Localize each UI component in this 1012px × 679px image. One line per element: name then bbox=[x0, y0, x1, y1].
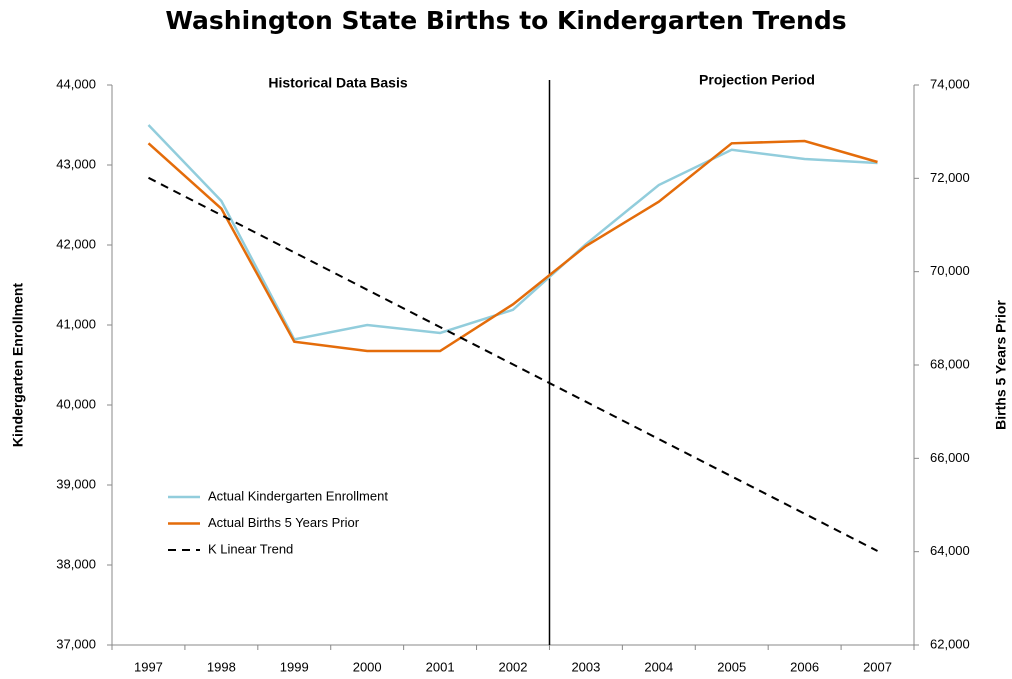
y2-axis-title: Births 5 Years Prior bbox=[993, 300, 1009, 430]
series-line bbox=[148, 176, 878, 552]
x-tick-label: 1998 bbox=[207, 659, 236, 674]
x-tick-label: 2006 bbox=[790, 659, 819, 674]
legend-label: K Linear Trend bbox=[208, 541, 293, 556]
x-tick-label: 2004 bbox=[644, 659, 673, 674]
y2-tick-label: 72,000 bbox=[930, 170, 970, 185]
y-tick-label: 42,000 bbox=[56, 236, 96, 251]
y-tick-label: 38,000 bbox=[56, 556, 96, 571]
x-tick-label: 2001 bbox=[426, 659, 455, 674]
x-tick-label: 2005 bbox=[717, 659, 746, 674]
y2-tick-label: 68,000 bbox=[930, 356, 970, 371]
y-tick-label: 44,000 bbox=[56, 76, 96, 91]
y2-tick-label: 62,000 bbox=[930, 636, 970, 651]
y-tick-label: 41,000 bbox=[56, 316, 96, 331]
y-tick-label: 37,000 bbox=[56, 636, 96, 651]
y-tick-label: 40,000 bbox=[56, 396, 96, 411]
legend-label: Actual Kindergarten Enrollment bbox=[208, 488, 388, 503]
legend-label: Actual Births 5 Years Prior bbox=[208, 515, 360, 530]
y2-tick-label: 70,000 bbox=[930, 263, 970, 278]
y-tick-label: 43,000 bbox=[56, 156, 96, 171]
chart-title: Washington State Births to Kindergarten … bbox=[165, 6, 846, 35]
y-tick-label: 39,000 bbox=[56, 476, 96, 491]
x-tick-label: 2003 bbox=[571, 659, 600, 674]
y2-tick-label: 64,000 bbox=[930, 543, 970, 558]
x-tick-label: 2000 bbox=[353, 659, 382, 674]
y2-tick-label: 66,000 bbox=[930, 450, 970, 465]
y2-tick-label: 74,000 bbox=[930, 76, 970, 91]
x-tick-label: 1997 bbox=[134, 659, 163, 674]
y-axis-title: Kindergarten Enrollment bbox=[10, 283, 26, 447]
x-tick-label: 1999 bbox=[280, 659, 309, 674]
series-line bbox=[147, 139, 878, 353]
x-tick-label: 2007 bbox=[863, 659, 892, 674]
annotation: Historical Data Basis bbox=[268, 75, 407, 91]
annotation: Projection Period bbox=[699, 72, 815, 88]
series-line bbox=[147, 124, 878, 341]
x-tick-label: 2002 bbox=[499, 659, 528, 674]
